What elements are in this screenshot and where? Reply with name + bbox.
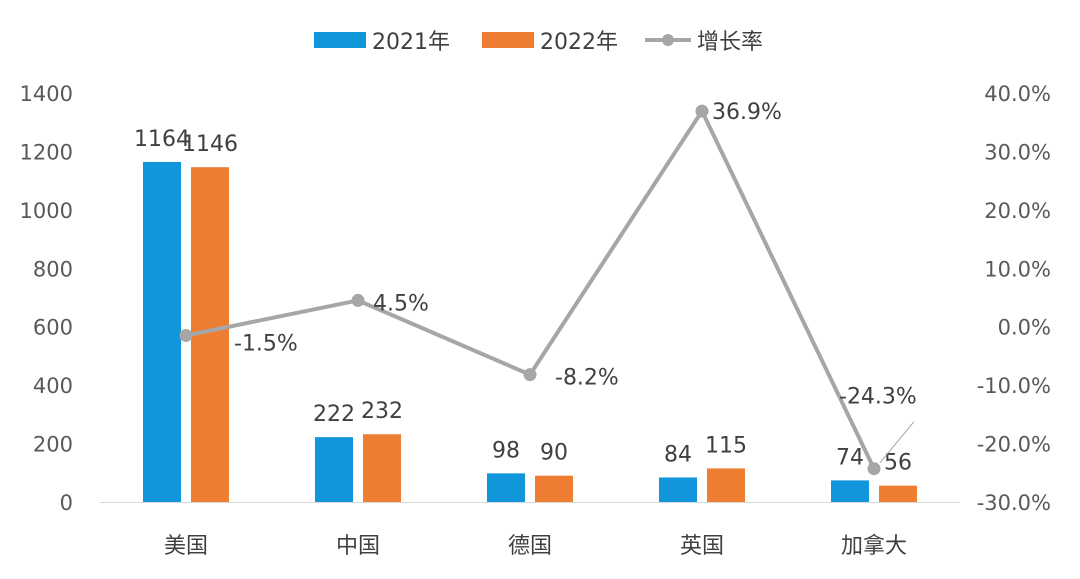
left-tick-label: 0 xyxy=(60,491,73,515)
bar-value-label: 1146 xyxy=(182,132,238,157)
category-label: 美国 xyxy=(164,534,208,559)
growth-point-2 xyxy=(351,293,365,307)
bar-value-label: 1164 xyxy=(134,127,190,152)
growth-point-4 xyxy=(695,104,709,118)
bar-2-2 xyxy=(363,434,401,502)
left-tick-label: 1400 xyxy=(20,82,73,106)
growth-point-1 xyxy=(179,328,193,342)
growth-value-label: -8.2% xyxy=(555,366,619,391)
growth-point-5 xyxy=(867,462,881,476)
category-labels: 美国 中国 德国 英国 加拿大 xyxy=(164,533,907,559)
left-tick-label: 800 xyxy=(33,257,73,281)
legend: 2021年 2022年 增长率 xyxy=(314,30,763,55)
category-label: 中国 xyxy=(336,534,380,559)
right-tick-label: 30.0% xyxy=(984,140,1051,164)
legend-label-2: 2022年 xyxy=(540,30,618,55)
growth-value-label: -24.3% xyxy=(839,385,917,410)
bar-value-label: 90 xyxy=(540,441,568,466)
bar-2-5 xyxy=(879,485,917,502)
bar-1-1 xyxy=(143,161,181,502)
bar-value-label: 84 xyxy=(664,442,692,467)
category-label: 德国 xyxy=(508,534,552,559)
bar-2-4 xyxy=(707,468,745,502)
growth-point-3 xyxy=(523,368,537,382)
bar-value-label: 222 xyxy=(313,402,355,427)
bar-value-label: 232 xyxy=(361,399,403,424)
right-tick-label: 10.0% xyxy=(984,257,1051,281)
growth-value-label: -1.5% xyxy=(234,331,298,356)
bar-2-3 xyxy=(535,475,573,502)
legend-label-3: 增长率 xyxy=(697,30,763,55)
right-tick-label: 40.0% xyxy=(984,82,1051,106)
left-tick-label: 1000 xyxy=(20,199,73,223)
growth-value-label: 4.5% xyxy=(373,291,429,316)
growth-value-label: 36.9% xyxy=(712,100,782,125)
growth-line-path xyxy=(185,109,876,470)
left-axis: 0 200 400 600 800 1000 1200 1400 xyxy=(20,82,73,515)
left-tick-label: 1200 xyxy=(20,140,73,164)
right-tick-label: -10.0% xyxy=(977,374,1051,398)
right-axis: -30.0% -20.0% -10.0% 0.0% 10.0% 20.0% 30.0% 40.… xyxy=(977,82,1051,515)
legend-label-1: 2021年 xyxy=(372,30,450,55)
category-label: 加拿大 xyxy=(841,533,907,559)
right-tick-label: -20.0% xyxy=(977,433,1051,457)
bar-1-4 xyxy=(659,477,697,502)
legend-marker xyxy=(662,34,674,46)
bar-value-label: 56 xyxy=(884,451,912,476)
bar-value-label: 115 xyxy=(705,433,747,458)
bar-1-2 xyxy=(315,437,353,502)
legend-swatch-2 xyxy=(482,32,534,48)
right-tick-label: -30.0% xyxy=(977,491,1051,515)
legend-swatch-1 xyxy=(314,32,366,48)
right-tick-label: 0.0% xyxy=(998,316,1051,340)
bar-value-label: 74 xyxy=(836,445,864,470)
growth-line xyxy=(179,104,881,476)
bar-1-3 xyxy=(487,473,525,502)
left-tick-label: 600 xyxy=(33,316,73,340)
bar-1-5 xyxy=(831,480,869,502)
bar-value-label: 98 xyxy=(492,438,520,463)
growth-label-leader xyxy=(879,421,915,464)
category-label: 英国 xyxy=(680,534,724,559)
left-tick-label: 200 xyxy=(33,433,73,457)
left-tick-label: 400 xyxy=(33,374,73,398)
right-tick-label: 20.0% xyxy=(984,199,1051,223)
